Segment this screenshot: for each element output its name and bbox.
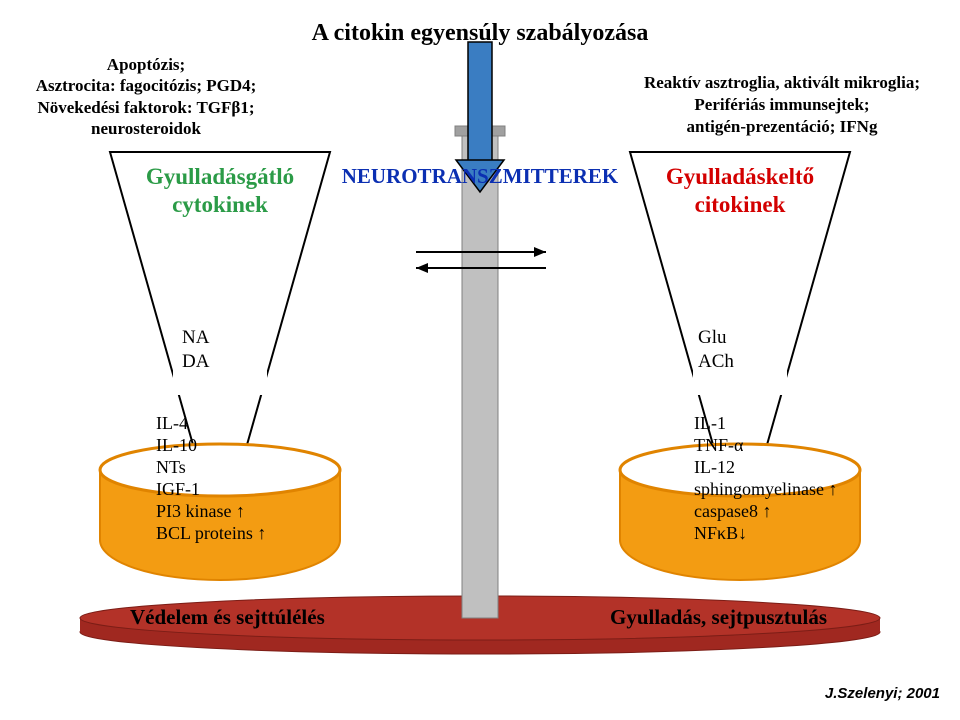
left-top-box-l2: DA <box>182 350 209 374</box>
diagram-title: A citokin egyensúly szabályozása <box>280 20 680 47</box>
right-header-line: Perifériás immunsejtek; <box>614 94 950 116</box>
left-header: Apoptózis; Asztrocita: fagocitózis; PGD4… <box>6 54 286 139</box>
left-cup-l4: IGF-1 <box>156 479 266 501</box>
left-cup-l3: NTs <box>156 457 266 479</box>
left-top-box-l1: NA <box>182 326 209 350</box>
right-top-box-l1: Glu <box>698 326 734 350</box>
right-cup-l6: NFκB↓ <box>694 523 837 545</box>
left-cup-l5: PI3 kinase ↑ <box>156 501 266 523</box>
center-label: NEUROTRANSZMITTEREK <box>330 164 630 189</box>
left-cup-l2: IL-10 <box>156 435 266 457</box>
right-cup-content: IL-1 TNF-α IL-12 sphingomyelinase ↑ casp… <box>694 413 837 545</box>
right-cup-l4: sphingomyelinase ↑ <box>694 479 837 501</box>
left-header-line: neurosteroidok <box>6 118 286 139</box>
right-top-box-l2: ACh <box>698 350 734 374</box>
right-header: Reaktív asztroglia, aktivált mikroglia; … <box>614 72 950 137</box>
diagram-stage: A citokin egyensúly szabályozása Apoptóz… <box>0 0 960 720</box>
left-cup-l6: BCL proteins ↑ <box>156 523 266 545</box>
left-header-line: Apoptózis; <box>6 54 286 75</box>
right-large-label-l2: citokinek <box>635 191 845 219</box>
right-result: Gyulladás, sejtpusztulás <box>610 605 827 630</box>
right-cup-l2: TNF-α <box>694 435 837 457</box>
attribution: J.Szelenyi; 2001 <box>825 685 940 702</box>
left-large-label-l1: Gyulladásgátló <box>115 163 325 191</box>
left-cup-l1: IL-4 <box>156 413 266 435</box>
left-large-label-l2: cytokinek <box>115 191 325 219</box>
right-cup-l1: IL-1 <box>694 413 837 435</box>
right-header-line: antigén-prezentáció; IFNg <box>614 116 950 138</box>
left-top-box: NA DA <box>182 326 209 374</box>
right-header-line: Reaktív asztroglia, aktivált mikroglia; <box>614 72 950 94</box>
left-cup-content: IL-4 IL-10 NTs IGF-1 PI3 kinase ↑ BCL pr… <box>156 413 266 545</box>
left-header-line: Növekedési faktorok: TGFβ1; <box>6 97 286 118</box>
right-large-label: Gyulladáskeltő citokinek <box>635 163 845 218</box>
left-result: Védelem és sejttúlélés <box>130 605 325 630</box>
right-top-box: Glu ACh <box>698 326 734 374</box>
right-cup-l5: caspase8 ↑ <box>694 501 837 523</box>
left-header-line: Asztrocita: fagocitózis; PGD4; <box>6 75 286 96</box>
right-large-label-l1: Gyulladáskeltő <box>635 163 845 191</box>
left-large-label: Gyulladásgátló cytokinek <box>115 163 325 218</box>
right-cup-l3: IL-12 <box>694 457 837 479</box>
